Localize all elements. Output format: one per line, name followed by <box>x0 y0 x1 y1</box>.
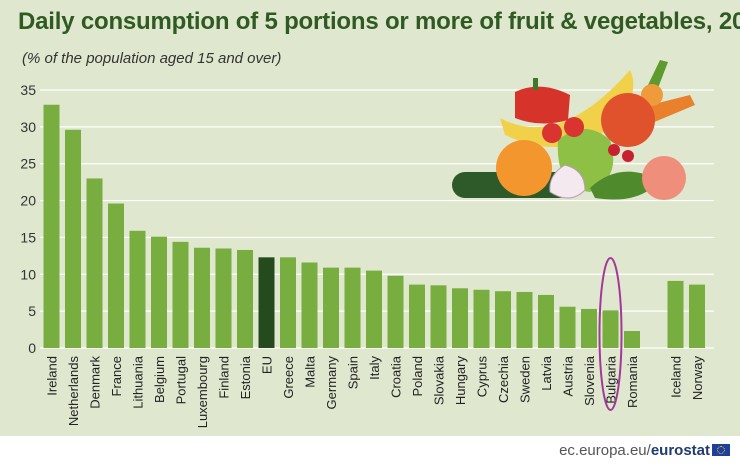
y-axis-ticks: 0 5 10 15 20 25 30 35 <box>20 82 36 356</box>
x-tick-label-finland: Finland <box>217 356 232 399</box>
y-tick-label: 5 <box>28 303 36 319</box>
bar-chart: 0 5 10 15 20 25 30 35 Ireland Netherlands Denmark… <box>20 60 714 428</box>
bar-poland <box>409 284 425 348</box>
pepper-shape <box>515 86 570 124</box>
chart-subtitle: (% of the population aged 15 and over) <box>22 50 282 67</box>
bar-bulgaria <box>602 310 619 348</box>
y-tick-label: 35 <box>20 82 36 98</box>
x-tick-label-slovenia: Slovenia <box>582 355 597 406</box>
x-tick-label-spain: Spain <box>346 356 361 389</box>
bar-slovenia <box>581 308 597 348</box>
bar-austria <box>559 306 576 348</box>
x-tick-label-romania: Romania <box>625 355 640 408</box>
x-tick-label-poland: Poland <box>410 356 425 396</box>
bar-croatia <box>387 275 404 348</box>
bar-ireland <box>43 104 60 348</box>
footer-bar: ec.europa.eu/eurostat <box>0 436 740 466</box>
bar-greece <box>280 257 296 348</box>
bar-luxembourg <box>194 247 210 348</box>
y-tick-label: 0 <box>28 340 36 356</box>
x-tick-label-latvia: Latvia <box>539 355 554 390</box>
strawberry-shape <box>564 117 584 137</box>
x-tick-label-czechia: Czechia <box>496 355 511 403</box>
chart-title: Daily consumption of 5 portions or more … <box>18 8 740 35</box>
orange-shape <box>496 140 552 196</box>
cherry-shape <box>622 150 634 162</box>
tomato-shape <box>601 93 655 147</box>
bar-italy <box>366 270 382 348</box>
x-tick-label-eu: EU <box>260 356 275 374</box>
strawberry-shape <box>542 123 562 143</box>
bar-spain <box>344 267 361 348</box>
x-tick-label-ireland: Ireland <box>45 356 60 396</box>
bar-czechia <box>495 291 511 348</box>
x-tick-label-germany: Germany <box>324 356 339 410</box>
bar-romania <box>624 331 640 348</box>
bar-france <box>108 203 124 348</box>
x-tick-label-malta: Malta <box>303 355 318 388</box>
y-tick-label: 15 <box>20 229 36 245</box>
x-tick-label-austria: Austria <box>561 355 576 396</box>
bar-malta <box>301 262 318 348</box>
bars <box>43 104 705 348</box>
x-tick-label-lithuania: Lithuania <box>131 355 146 409</box>
bar-portugal <box>172 241 189 348</box>
carrot-leaves <box>648 60 668 88</box>
y-tick-label: 10 <box>20 266 36 282</box>
eu-flag-icon <box>712 444 730 456</box>
fruit-and-vegetables-illustration <box>452 60 695 200</box>
banana-shape <box>500 70 634 147</box>
x-tick-label-denmark: Denmark <box>88 356 103 409</box>
y-tick-label: 20 <box>20 193 36 209</box>
y-tick-label: 25 <box>20 156 36 172</box>
bar-sweden <box>516 291 533 348</box>
bar-lithuania <box>129 230 146 348</box>
x-tick-label-belgium: Belgium <box>152 356 167 403</box>
y-tick-label: 30 <box>20 119 36 135</box>
x-tick-label-portugal: Portugal <box>174 356 189 405</box>
x-tick-label-france: France <box>109 356 124 396</box>
x-tick-label-hungary: Hungary <box>453 356 468 406</box>
x-tick-label-sweden: Sweden <box>518 356 533 403</box>
x-tick-label-greece: Greece <box>281 356 296 399</box>
bar-latvia <box>538 294 554 348</box>
bulgaria-highlight-ellipse <box>598 257 623 411</box>
x-tick-label-italy: Italy <box>367 356 382 380</box>
source-site: ec.europa.eu/ <box>559 442 651 459</box>
peach-shape <box>642 156 686 200</box>
bar-denmark <box>86 178 103 348</box>
bar-norway <box>689 284 705 348</box>
bar-eu <box>258 257 275 348</box>
cherry-shape <box>608 144 620 156</box>
bar-finland <box>215 248 232 348</box>
bar-slovakia <box>430 285 447 348</box>
bar-cyprus <box>473 289 490 348</box>
bar-netherlands <box>65 129 81 348</box>
bar-belgium <box>151 236 167 348</box>
x-tick-label-croatia: Croatia <box>389 355 404 398</box>
x-tick-label-netherlands: Netherlands <box>66 356 81 427</box>
bar-iceland <box>667 280 684 348</box>
x-tick-label-norway: Norway <box>690 356 705 401</box>
x-tick-label-iceland: Iceland <box>669 356 684 398</box>
pepper-stem <box>533 78 538 90</box>
x-tick-label-bulgaria: Bulgaria <box>604 355 619 403</box>
bar-hungary <box>452 288 468 348</box>
x-tick-label-slovakia: Slovakia <box>432 355 447 405</box>
x-axis-labels: Ireland Netherlands Denmark France Lithuania… <box>45 355 706 428</box>
source-credit[interactable]: ec.europa.eu/eurostat <box>559 442 710 459</box>
bar-germany <box>323 267 339 348</box>
x-tick-label-cyprus: Cyprus <box>475 356 490 398</box>
garlic-shape <box>549 164 586 199</box>
bar-estonia <box>237 249 253 348</box>
source-brand: eurostat <box>650 442 710 459</box>
x-tick-label-luxembourg: Luxembourg <box>195 356 210 428</box>
x-tick-label-estonia: Estonia <box>238 355 253 399</box>
